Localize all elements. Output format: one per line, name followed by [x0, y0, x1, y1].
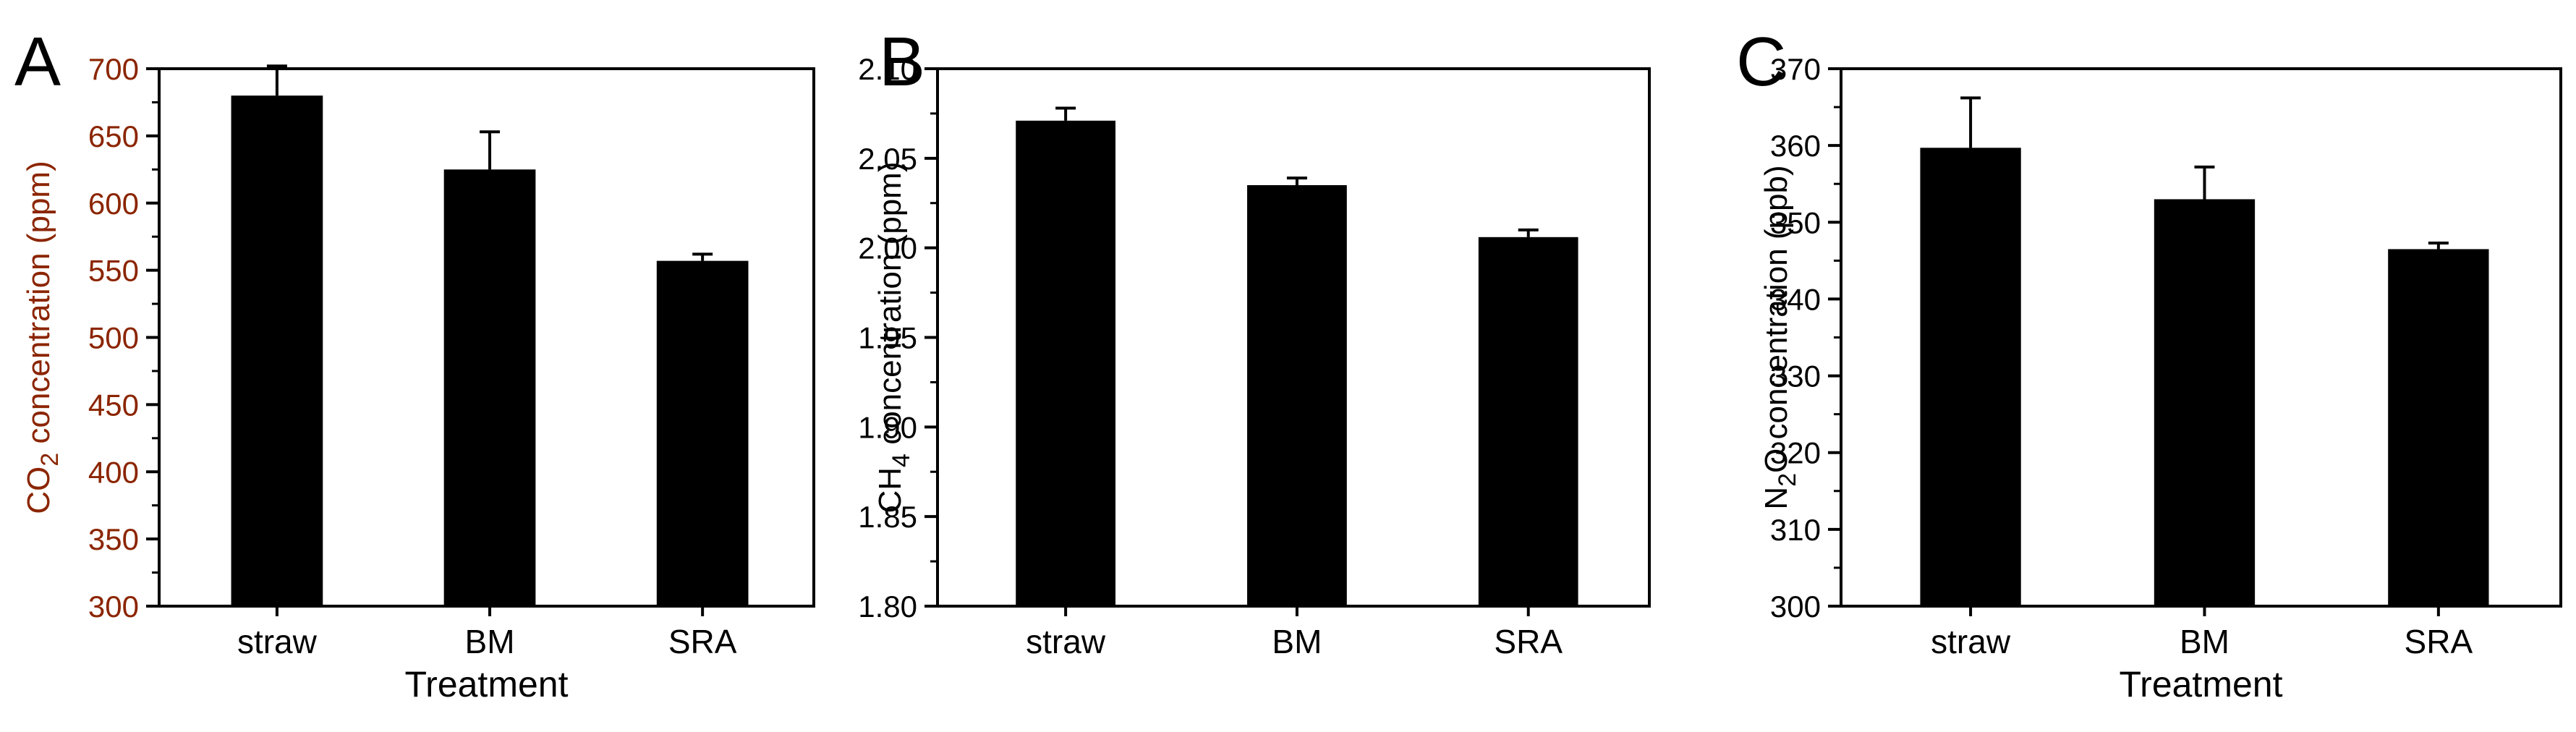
- y-tick-label: 300: [1770, 590, 1821, 624]
- y-tick-label: 2.00: [858, 231, 917, 265]
- bar-straw: [1920, 148, 2021, 606]
- x-tick-label: straw: [1026, 623, 1106, 660]
- error-bar-bm: [480, 130, 501, 170]
- bar-sra: [656, 260, 749, 606]
- error-bar-sra: [2428, 241, 2449, 250]
- y-axis-title: N2O concentration (ppb): [1759, 165, 1801, 509]
- y-tick-label: 1.95: [858, 321, 917, 355]
- y-axis-title-part: N: [1759, 487, 1794, 510]
- error-bar-bm: [1286, 176, 1307, 185]
- x-tick-label: SRA: [2405, 623, 2473, 660]
- x-tick-label: SRA: [1494, 623, 1563, 660]
- y-tick-label: 2.10: [858, 52, 917, 86]
- y-tick-label: 310: [1770, 513, 1821, 547]
- x-tick-label: SRA: [668, 623, 737, 660]
- panel-label: B: [879, 23, 925, 101]
- bar-bm: [443, 169, 536, 606]
- y-axis-title-part: CO: [21, 467, 56, 514]
- y-tick-label: 320: [1770, 436, 1821, 470]
- y-tick-label: 400: [88, 455, 139, 489]
- y-axis-title-part: concentration (ppm): [21, 161, 56, 453]
- bar-sra: [2388, 249, 2489, 606]
- error-bar-bm: [2194, 165, 2215, 200]
- y-tick-label: 2.05: [858, 142, 917, 176]
- y-tick-label: 360: [1770, 129, 1821, 163]
- bar-sra: [1478, 237, 1578, 606]
- y-tick-label: 650: [88, 119, 139, 153]
- y-tick-label: 350: [88, 522, 139, 556]
- error-bar-straw: [266, 64, 287, 96]
- y-axis-title: CO2 concentration (ppm): [21, 161, 64, 514]
- y-tick-label: 450: [88, 388, 139, 422]
- error-bar-straw: [1055, 106, 1076, 121]
- x-tick-label: straw: [1931, 623, 2011, 660]
- bar-straw: [231, 95, 323, 606]
- y-tick-label: 330: [1770, 359, 1821, 393]
- y-tick-label: 600: [88, 187, 139, 221]
- bar-straw: [1016, 120, 1115, 606]
- y-axis-title-subscript: 2: [36, 453, 64, 467]
- y-axis-title-part: concentration (ppm): [872, 161, 908, 454]
- y-tick-label: 1.85: [858, 500, 917, 534]
- y-tick-label: 340: [1770, 282, 1821, 316]
- error-bar-sra: [1518, 228, 1539, 237]
- y-axis-title-part: O concentration (ppb): [1759, 165, 1794, 473]
- y-axis-title-part: CH: [872, 467, 908, 514]
- y-tick-label: 350: [1770, 205, 1821, 239]
- y-tick-label: 370: [1770, 52, 1821, 86]
- panel-label: A: [14, 23, 61, 101]
- y-tick-label: 550: [88, 254, 139, 288]
- panel-label: C: [1736, 23, 1786, 101]
- y-tick-label: 1.80: [858, 590, 917, 624]
- x-tick-label: BM: [1272, 623, 1322, 660]
- y-axis-title: CH4 concentration (ppm): [872, 161, 915, 513]
- y-tick-label: 300: [88, 590, 139, 624]
- x-axis-title: Treatment: [404, 664, 568, 705]
- y-tick-label: 700: [88, 52, 139, 86]
- error-bar-sra: [692, 252, 713, 261]
- y-axis-title-subscript: 2: [1774, 473, 1801, 487]
- bar-bm: [1247, 184, 1347, 606]
- x-tick-label: BM: [2180, 623, 2229, 660]
- y-tick-label: 500: [88, 321, 139, 355]
- y-tick-label: 1.90: [858, 410, 917, 444]
- x-tick-label: straw: [237, 623, 318, 660]
- x-tick-label: BM: [465, 623, 515, 660]
- error-bar-straw: [1960, 96, 1981, 148]
- bar-bm: [2154, 199, 2256, 606]
- y-axis-title-subscript: 4: [888, 454, 915, 467]
- x-axis-title: Treatment: [2119, 664, 2282, 705]
